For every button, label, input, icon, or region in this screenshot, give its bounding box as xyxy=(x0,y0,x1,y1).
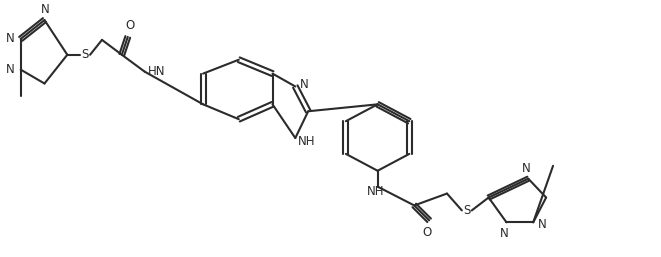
Text: NH: NH xyxy=(367,185,384,198)
Text: N: N xyxy=(6,32,15,45)
Text: N: N xyxy=(300,78,309,91)
Text: N: N xyxy=(538,218,547,231)
Text: S: S xyxy=(463,204,471,217)
Text: N: N xyxy=(41,3,50,16)
Text: N: N xyxy=(6,63,15,76)
Text: NH: NH xyxy=(298,134,316,148)
Text: N: N xyxy=(522,162,531,175)
Text: HN: HN xyxy=(147,65,165,78)
Text: N: N xyxy=(500,227,509,240)
Text: S: S xyxy=(81,48,89,61)
Text: O: O xyxy=(125,19,134,32)
Text: O: O xyxy=(422,226,432,239)
